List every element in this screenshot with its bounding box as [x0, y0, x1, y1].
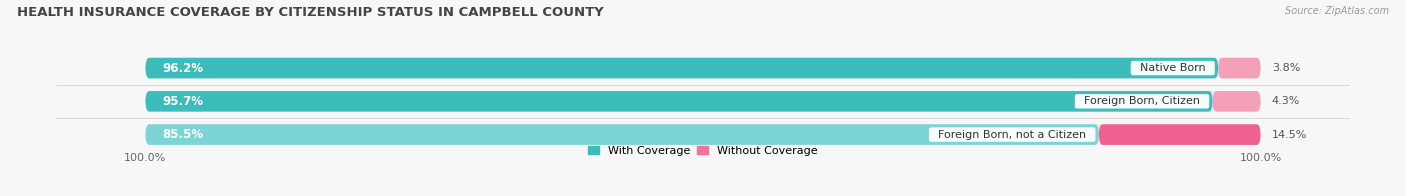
Legend: With Coverage, Without Coverage: With Coverage, Without Coverage — [588, 146, 818, 156]
Text: Foreign Born, Citizen: Foreign Born, Citizen — [1077, 96, 1206, 106]
FancyBboxPatch shape — [145, 124, 1261, 145]
FancyBboxPatch shape — [1212, 91, 1261, 112]
Text: 96.2%: 96.2% — [162, 62, 204, 74]
Text: 14.5%: 14.5% — [1271, 130, 1308, 140]
FancyBboxPatch shape — [145, 124, 1099, 145]
Text: Source: ZipAtlas.com: Source: ZipAtlas.com — [1285, 6, 1389, 16]
Text: Native Born: Native Born — [1133, 63, 1212, 73]
Text: HEALTH INSURANCE COVERAGE BY CITIZENSHIP STATUS IN CAMPBELL COUNTY: HEALTH INSURANCE COVERAGE BY CITIZENSHIP… — [17, 6, 603, 19]
Text: 100.0%: 100.0% — [124, 153, 166, 163]
FancyBboxPatch shape — [145, 91, 1261, 112]
FancyBboxPatch shape — [1218, 58, 1261, 78]
Text: 100.0%: 100.0% — [1240, 153, 1282, 163]
FancyBboxPatch shape — [1099, 124, 1261, 145]
Text: 3.8%: 3.8% — [1271, 63, 1301, 73]
Text: Foreign Born, not a Citizen: Foreign Born, not a Citizen — [931, 130, 1094, 140]
Text: 4.3%: 4.3% — [1271, 96, 1301, 106]
FancyBboxPatch shape — [145, 91, 1212, 112]
FancyBboxPatch shape — [145, 58, 1218, 78]
FancyBboxPatch shape — [145, 58, 1261, 78]
Text: 85.5%: 85.5% — [162, 128, 204, 141]
Text: 95.7%: 95.7% — [162, 95, 204, 108]
